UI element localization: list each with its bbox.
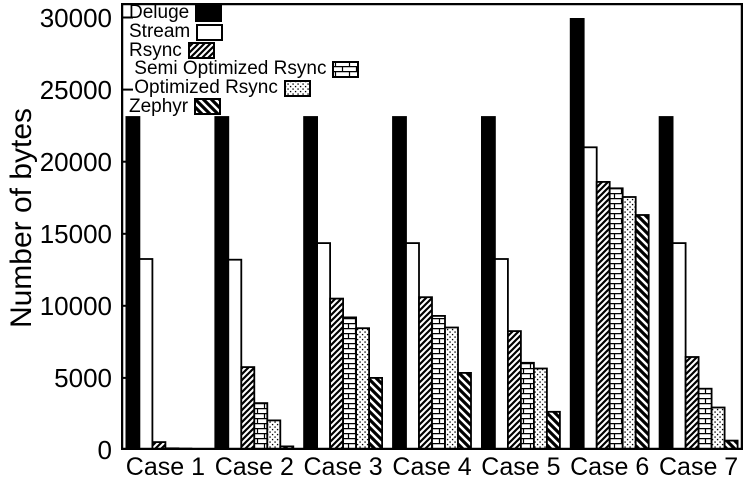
bar-optimized-rsync-case-4 — [444, 326, 459, 450]
bar-deluge-case-7 — [658, 116, 674, 450]
bar-deluge-case-1 — [125, 116, 141, 450]
y-tick-label: 10000 — [39, 290, 112, 321]
legend-item-stream: Stream — [129, 21, 359, 43]
y-tick-label: 5000 — [54, 362, 112, 393]
bar-optimized-rsync-case-2 — [266, 419, 282, 450]
legend-item-optimized-rsync: Optimized Rsync — [129, 77, 359, 99]
legend-item-zephyr: Zephyr — [129, 95, 359, 117]
bar-rsync-case-6 — [595, 180, 611, 450]
bar-optimized-rsync-case-3 — [355, 327, 371, 450]
bar-deluge-case-2 — [214, 116, 230, 450]
bar-rsync-case-1 — [151, 441, 167, 450]
x-category-label-case-4: Case 4 — [392, 453, 472, 481]
plot-frame — [121, 3, 743, 450]
plot-area — [121, 3, 743, 450]
legend-item-rsync: Rsync — [129, 39, 359, 61]
legend-swatch-icon — [195, 4, 223, 22]
bar-semi-optimized-rsync-case-5 — [519, 361, 535, 450]
bar-stream-case-4 — [405, 242, 420, 450]
bar-stream-case-5 — [493, 258, 509, 450]
y-tick-label: 20000 — [39, 146, 112, 177]
bar-deluge-case-4 — [392, 116, 407, 450]
bar-semi-optimized-rsync-case-3 — [342, 316, 358, 450]
legend-label: Stream — [129, 21, 191, 43]
bar-deluge-case-3 — [303, 116, 319, 450]
x-category-label-case-2: Case 2 — [214, 453, 294, 481]
bar-zephyr-case-5 — [545, 410, 561, 450]
bar-zephyr-case-3 — [368, 376, 384, 450]
legend-swatch-icon — [196, 23, 224, 41]
axes-frame — [121, 3, 743, 450]
bar-stream-case-1 — [138, 258, 154, 450]
bar-zephyr-case-4 — [457, 371, 472, 450]
x-category-label-case-3: Case 3 — [303, 453, 383, 481]
bar-deluge-case-6 — [569, 17, 585, 450]
x-category-label-case-1: Case 1 — [125, 453, 205, 481]
bar-rsync-case-3 — [329, 297, 345, 450]
bar-semi-optimized-rsync-case-7 — [697, 387, 713, 450]
bar-stream-case-2 — [227, 258, 243, 450]
y-tick-label: 15000 — [39, 218, 112, 249]
x-category-label-case-6: Case 6 — [570, 453, 650, 481]
bar-optimized-rsync-case-5 — [532, 367, 548, 450]
bar-zephyr-case-7 — [723, 439, 739, 450]
bars-group — [125, 17, 739, 450]
bar-optimized-rsync-case-6 — [621, 196, 637, 450]
bar-semi-optimized-rsync-case-6 — [608, 187, 624, 450]
x-category-label-case-5: Case 5 — [481, 453, 561, 481]
bar-rsync-case-4 — [418, 296, 433, 450]
bar-semi-optimized-rsync-case-4 — [431, 314, 446, 450]
legend-swatch-icon — [187, 42, 215, 60]
bar-stream-case-7 — [671, 242, 687, 450]
bar-rsync-case-2 — [240, 366, 256, 450]
bar-semi-optimized-rsync-case-2 — [253, 402, 269, 450]
legend-label: Deluge — [129, 2, 190, 24]
y-tick-label: 25000 — [39, 74, 112, 105]
legend-label: Optimized Rsync — [129, 77, 278, 99]
legend-swatch-icon — [332, 60, 360, 78]
legend-label: Semi Optimized Rsync — [129, 58, 327, 80]
x-category-label-case-7: Case 7 — [658, 453, 739, 481]
y-tick-label: 30000 — [39, 2, 112, 33]
legend: Deluge Stream Rsync Semi Optimized Rsync O… — [129, 2, 360, 117]
bar-deluge-case-5 — [480, 116, 496, 450]
bar-stream-case-6 — [582, 146, 598, 450]
legend-label: Rsync — [129, 39, 182, 61]
y-tick-label: 0 — [97, 435, 112, 465]
bar-optimized-rsync-case-7 — [710, 406, 726, 450]
legend-swatch-icon — [283, 79, 311, 97]
legend-item-semi-optimized-rsync: Semi Optimized Rsync — [129, 58, 360, 80]
bar-stream-case-3 — [316, 242, 332, 450]
bar-rsync-case-5 — [506, 330, 522, 450]
legend-label: Zephyr — [129, 95, 189, 117]
legend-item-deluge: Deluge — [129, 2, 359, 24]
bar-rsync-case-7 — [684, 356, 700, 450]
bar-zephyr-case-6 — [634, 214, 650, 450]
legend-swatch-icon — [194, 98, 222, 116]
